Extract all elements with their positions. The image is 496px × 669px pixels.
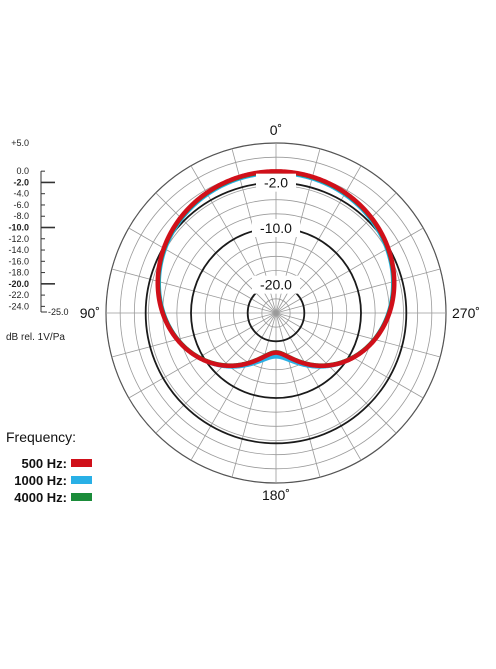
scale-label: -4.0 — [13, 189, 29, 199]
ring-label: -2.0 — [264, 175, 288, 191]
scale-label: -6.0 — [13, 200, 29, 210]
ring-label-bg — [256, 173, 296, 192]
db-scale: +5.00.0-2.0-4.0-6.0-8.0-10.0-12.0-14.0-1… — [6, 138, 69, 343]
scale-label: -10.0 — [8, 223, 29, 233]
polar-curve-500hz — [155, 169, 397, 369]
polar-curves — [155, 169, 397, 369]
scale-label: -24.0 — [8, 301, 29, 311]
legend-label: 1000 Hz: — [14, 473, 67, 488]
scale-label: 0.0 — [16, 166, 29, 176]
ring-label-bg — [252, 275, 300, 294]
ring-label-bg — [252, 219, 300, 237]
angle-label-0: 0˚ — [270, 122, 282, 138]
legend-label: 500 Hz: — [21, 456, 67, 471]
polar-grid — [105, 142, 447, 484]
polar-labels: -2.0 -10.0 -20.0 0˚ 90˚ 180˚ 270˚ — [80, 122, 480, 503]
scale-label: -2.0 — [13, 177, 29, 187]
legend-swatch — [71, 493, 92, 501]
scale-label: -16.0 — [8, 256, 29, 266]
legend-title: Frequency: — [6, 429, 76, 445]
scale-label: -14.0 — [8, 245, 29, 255]
scale-label: -22.0 — [8, 290, 29, 300]
scale-label: +5.0 — [11, 138, 29, 148]
legend-swatch — [71, 476, 92, 484]
ring-label: -20.0 — [260, 277, 292, 293]
scale-label: -12.0 — [8, 234, 29, 244]
angle-label-270: 270˚ — [452, 305, 480, 321]
frequency-legend: Frequency: 500 Hz: 1000 Hz: 4000 Hz: — [6, 429, 92, 505]
scale-label: -20.0 — [8, 279, 29, 289]
scale-label: -8.0 — [13, 211, 29, 221]
legend-swatch — [71, 459, 92, 467]
scale-unit-label: dB rel. 1V/Pa — [6, 332, 65, 343]
scale-label: -18.0 — [8, 268, 29, 278]
legend-label: 4000 Hz: — [14, 490, 67, 505]
ring-label: -10.0 — [260, 220, 292, 236]
scale-label: -25.0 — [48, 307, 69, 317]
angle-label-90: 90˚ — [80, 305, 100, 321]
angle-label-180: 180˚ — [262, 487, 290, 503]
